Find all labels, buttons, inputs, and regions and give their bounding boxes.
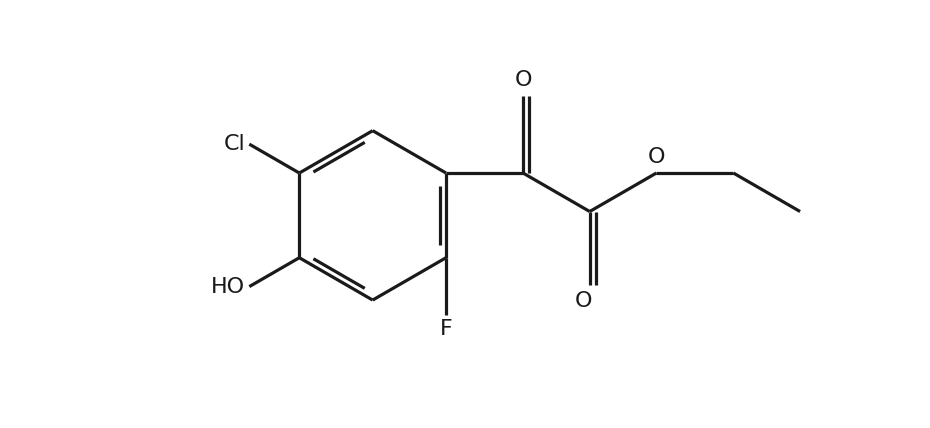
- Text: O: O: [647, 147, 665, 167]
- Text: O: O: [575, 291, 592, 311]
- Text: Cl: Cl: [224, 134, 246, 154]
- Text: O: O: [514, 70, 532, 90]
- Text: HO: HO: [211, 276, 246, 297]
- Text: F: F: [440, 319, 452, 339]
